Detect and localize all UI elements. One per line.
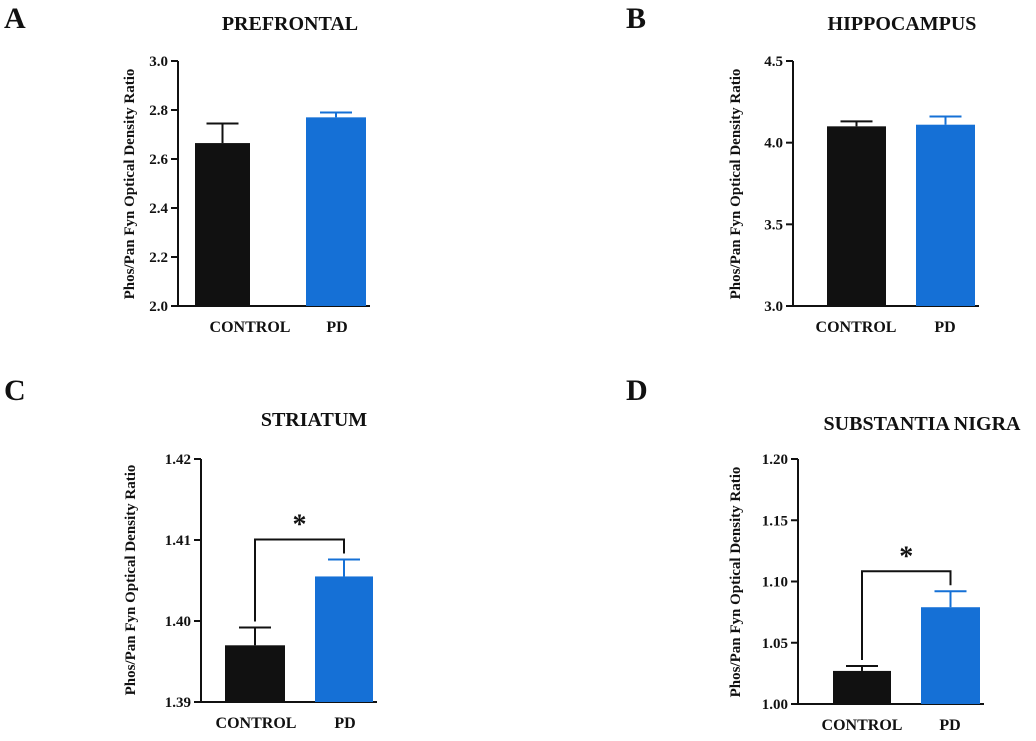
y-tick-label: 1.15 [762, 513, 788, 529]
x-category-label: PD [934, 319, 955, 336]
panel-letter: C [4, 374, 26, 407]
bar-control [833, 670, 891, 704]
chart-panel-d: D SUBSTANTIA NIGRA Phos/Pan Fyn Optical De… [626, 374, 1021, 734]
panel-letter: A [4, 2, 26, 35]
y-axis-title: Phos/Pan Fyn Optical Density Ratio [728, 467, 744, 698]
y-tick-label: 1.42 [165, 452, 191, 468]
x-category-label: CONTROL [822, 717, 903, 734]
chart-title: SUBSTANTIA NIGRA [824, 413, 1021, 435]
y-tick-label: 1.00 [762, 697, 788, 713]
y-tick-label: 1.41 [165, 533, 191, 549]
y-axis-title: Phos/Pan Fyn Optical Density Ratio [122, 69, 138, 300]
x-category-label: PD [326, 319, 347, 336]
panel-letter: B [626, 2, 646, 35]
chart-title: PREFRONTAL [222, 13, 358, 35]
y-tick-label: 2.8 [149, 103, 168, 119]
y-tick-label: 3.0 [764, 299, 783, 315]
x-category-label: CONTROL [816, 319, 897, 336]
y-tick-label: 1.20 [762, 452, 788, 468]
y-axis-title: Phos/Pan Fyn Optical Density Ratio [728, 69, 744, 300]
x-category-label: CONTROL [216, 715, 297, 732]
significance-marker: * [899, 541, 913, 572]
bar-control [225, 645, 285, 702]
chart-panel-c: C STRIATUM Phos/Pan Fyn Optical Density Ra… [4, 374, 377, 732]
significance-bracket [254, 538, 345, 622]
x-category-label: PD [334, 715, 355, 732]
chart-panel-b: B HIPPOCAMPUS Phos/Pan Fyn Optical Density… [626, 2, 979, 336]
y-tick-label: 4.0 [764, 136, 783, 152]
y-tick-label: 2.6 [149, 152, 168, 168]
bar-pd [916, 124, 975, 306]
bar-pd [306, 117, 366, 306]
bar-control [827, 126, 886, 306]
chart-panel-a: A PREFRONTAL Phos/Pan Fyn Optical Density … [4, 2, 370, 336]
y-tick-label: 3.0 [149, 54, 168, 70]
y-tick-label: 1.39 [165, 695, 191, 711]
bar-control [195, 143, 250, 306]
significance-marker: * [293, 509, 307, 540]
y-tick-label: 2.0 [149, 299, 168, 315]
y-tick-label: 1.05 [762, 636, 788, 652]
y-axis-title: Phos/Pan Fyn Optical Density Ratio [123, 465, 139, 696]
bar-pd [921, 607, 980, 704]
x-category-label: PD [939, 717, 960, 734]
chart-title: STRIATUM [261, 409, 367, 431]
y-tick-label: 2.2 [149, 250, 168, 266]
y-tick-label: 2.4 [149, 201, 168, 217]
bar-pd [315, 576, 373, 702]
y-tick-label: 1.40 [165, 614, 191, 630]
y-tick-label: 3.5 [764, 217, 783, 233]
chart-title: HIPPOCAMPUS [828, 13, 977, 35]
panel-letter: D [626, 374, 648, 407]
y-tick-label: 4.5 [764, 54, 783, 70]
x-category-label: CONTROL [210, 319, 291, 336]
y-tick-label: 1.10 [762, 575, 788, 591]
significance-bracket [861, 570, 952, 661]
